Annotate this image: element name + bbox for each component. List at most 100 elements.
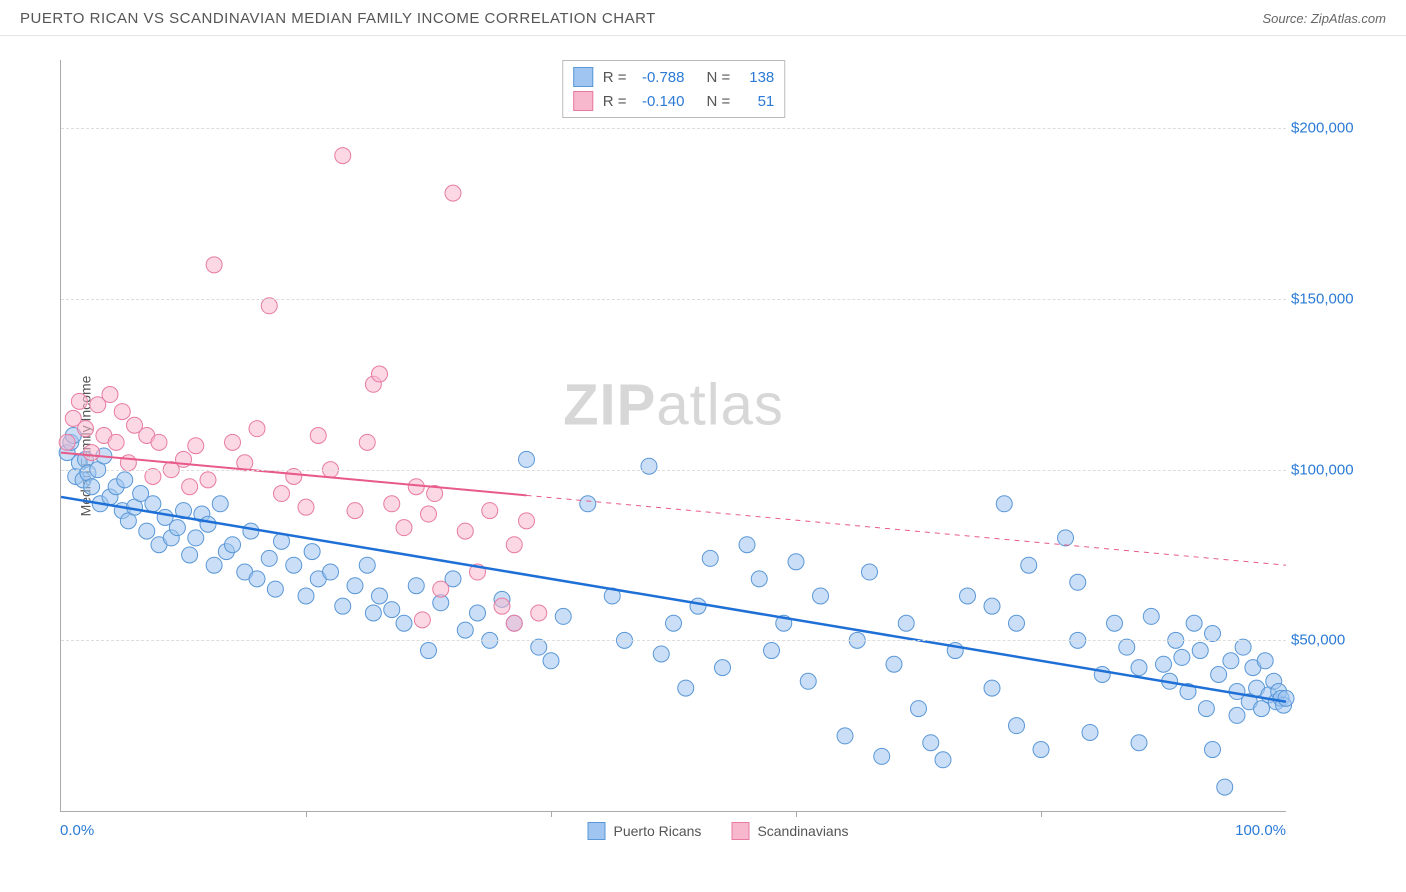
- data-point: [702, 550, 718, 566]
- data-point: [898, 615, 914, 631]
- data-point: [298, 499, 314, 515]
- y-tick-label: $50,000: [1291, 632, 1381, 649]
- data-point: [359, 557, 375, 573]
- data-point: [1070, 574, 1086, 590]
- gridline-h: [61, 299, 1286, 300]
- data-point: [543, 653, 559, 669]
- data-point: [984, 598, 1000, 614]
- data-point: [365, 605, 381, 621]
- data-point: [310, 428, 326, 444]
- data-point: [206, 557, 222, 573]
- data-point: [396, 615, 412, 631]
- data-point: [421, 506, 437, 522]
- gridline-h: [61, 640, 1286, 641]
- x-axis-min-label: 0.0%: [60, 822, 94, 839]
- data-point: [519, 451, 535, 467]
- data-point: [384, 602, 400, 618]
- data-point: [653, 646, 669, 662]
- data-point: [996, 496, 1012, 512]
- data-point: [1131, 735, 1147, 751]
- data-point: [120, 455, 136, 471]
- data-point: [188, 438, 204, 454]
- data-point: [751, 571, 767, 587]
- data-point: [531, 605, 547, 621]
- data-point: [580, 496, 596, 512]
- data-point: [335, 148, 351, 164]
- stat-r-label: R =: [603, 93, 627, 110]
- data-point: [414, 612, 430, 628]
- data-point: [384, 496, 400, 512]
- source-name: ZipAtlas.com: [1311, 11, 1386, 26]
- data-point: [1278, 690, 1294, 706]
- stat-n-label: N =: [707, 69, 731, 86]
- data-point: [84, 479, 100, 495]
- data-point: [1174, 649, 1190, 665]
- data-point: [935, 752, 951, 768]
- plot-region: ZIPatlas R =-0.788N =138R =-0.140N = 51 …: [60, 60, 1286, 812]
- data-point: [1131, 660, 1147, 676]
- data-point: [457, 523, 473, 539]
- data-point: [531, 639, 547, 655]
- data-point: [139, 523, 155, 539]
- trend-line-solid: [61, 497, 1286, 702]
- legend-swatch: [731, 822, 749, 840]
- chart-header: PUERTO RICAN VS SCANDINAVIAN MEDIAN FAMI…: [0, 0, 1406, 36]
- data-point: [1143, 608, 1159, 624]
- data-point: [249, 571, 265, 587]
- legend-swatch: [588, 822, 606, 840]
- data-point: [182, 547, 198, 563]
- gridline-h: [61, 470, 1286, 471]
- data-point: [482, 503, 498, 519]
- data-point: [71, 393, 87, 409]
- legend-label: Puerto Ricans: [614, 823, 702, 839]
- data-point: [923, 735, 939, 751]
- data-point: [169, 520, 185, 536]
- data-point: [396, 520, 412, 536]
- stat-r-value: -0.140: [637, 93, 685, 110]
- data-point: [117, 472, 133, 488]
- data-point: [1107, 615, 1123, 631]
- data-point: [408, 578, 424, 594]
- chart-title: PUERTO RICAN VS SCANDINAVIAN MEDIAN FAMI…: [20, 10, 656, 27]
- data-point: [911, 701, 927, 717]
- data-point: [267, 581, 283, 597]
- series-legend: Puerto RicansScandinavians: [588, 822, 849, 840]
- data-point: [666, 615, 682, 631]
- data-point: [519, 513, 535, 529]
- data-point: [1119, 639, 1135, 655]
- data-point: [225, 434, 241, 450]
- data-point: [261, 298, 277, 314]
- data-point: [433, 581, 449, 597]
- y-tick-label: $200,000: [1291, 120, 1381, 137]
- stat-r-value: -0.788: [637, 69, 685, 86]
- data-point: [286, 468, 302, 484]
- data-point: [1192, 643, 1208, 659]
- data-point: [274, 486, 290, 502]
- data-point: [1198, 701, 1214, 717]
- data-point: [151, 434, 167, 450]
- y-tick-label: $100,000: [1291, 461, 1381, 478]
- data-point: [1257, 653, 1273, 669]
- data-point: [837, 728, 853, 744]
- x-tick-mark: [551, 811, 552, 817]
- data-point: [206, 257, 222, 273]
- data-point: [1223, 653, 1239, 669]
- stat-swatch: [573, 91, 593, 111]
- trend-line-solid: [61, 453, 527, 496]
- data-point: [59, 434, 75, 450]
- data-point: [102, 387, 118, 403]
- scatter-svg: [61, 60, 1286, 811]
- data-point: [372, 366, 388, 382]
- stat-n-value: 51: [740, 93, 774, 110]
- data-point: [690, 598, 706, 614]
- data-point: [641, 458, 657, 474]
- data-point: [1205, 625, 1221, 641]
- data-point: [84, 445, 100, 461]
- stat-row: R =-0.140N = 51: [573, 89, 775, 113]
- data-point: [788, 554, 804, 570]
- data-point: [212, 496, 228, 512]
- data-point: [188, 530, 204, 546]
- data-point: [494, 598, 510, 614]
- source-prefix: Source:: [1262, 11, 1310, 26]
- data-point: [286, 557, 302, 573]
